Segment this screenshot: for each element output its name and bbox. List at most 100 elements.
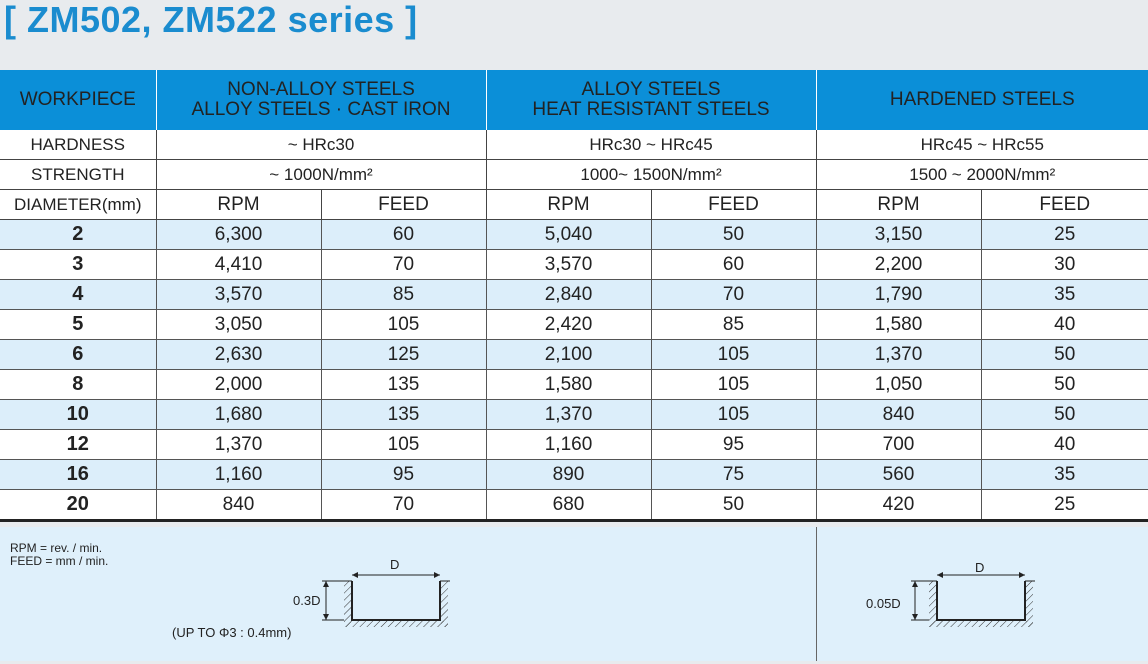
- rpm-cell: 1,370: [485, 399, 651, 430]
- rpm-cell: 1,050: [815, 369, 981, 400]
- feed-header: FEED: [320, 189, 486, 220]
- column-subheader-row: DIAMETER(mm) RPM FEED RPM FEED RPM FEED: [0, 189, 1148, 220]
- strength-label: STRENGTH: [0, 159, 156, 190]
- slot-diagram-left: [322, 572, 450, 627]
- rpm-cell: 2,630: [155, 339, 321, 370]
- feed-cell: 35: [980, 459, 1148, 490]
- rpm-cell: 3,570: [485, 249, 651, 280]
- rpm-cell: 3,570: [155, 279, 321, 310]
- feed-cell: 70: [320, 489, 486, 522]
- rpm-cell: 2,100: [485, 339, 651, 370]
- strength-value: 1500 ~ 2000N/mm²: [815, 159, 1148, 190]
- rpm-cell: 1,580: [485, 369, 651, 400]
- feed-cell: 135: [320, 369, 486, 400]
- strength-row: STRENGTH ~ 1000N/mm² 1000~ 1500N/mm² 150…: [0, 159, 1148, 190]
- diameter-label: DIAMETER(mm): [0, 189, 156, 220]
- table-row: 3 4,410 70 3,570 60 2,200 30: [0, 249, 1148, 280]
- feed-cell: 25: [980, 219, 1148, 250]
- strength-value: ~ 1000N/mm²: [155, 159, 486, 190]
- header-row: WORKPIECE NON-ALLOY STEELS ALLOY STEELS ·…: [0, 70, 1148, 130]
- table-row: 20 840 70 680 50 420 25: [0, 489, 1148, 522]
- depth-label-right: 0.05D: [866, 596, 901, 611]
- rpm-cell: 1,790: [815, 279, 981, 310]
- rpm-cell: 1,160: [485, 429, 651, 460]
- feed-cell: 50: [980, 399, 1148, 430]
- rpm-cell: 1,580: [815, 309, 981, 340]
- feed-cell: 105: [650, 399, 816, 430]
- feed-cell: 35: [980, 279, 1148, 310]
- feed-cell: 95: [320, 459, 486, 490]
- page-title: [ ZM502, ZM522 series ]: [4, 0, 418, 40]
- diameter-cell: 5: [0, 309, 156, 340]
- workpiece-header: WORKPIECE: [0, 70, 156, 130]
- hardness-value: HRc30 ~ HRc45: [485, 130, 816, 160]
- rpm-cell: 560: [815, 459, 981, 490]
- diameter-cell: 2: [0, 219, 156, 250]
- rpm-cell: 3,150: [815, 219, 981, 250]
- feed-cell: 125: [320, 339, 486, 370]
- feed-cell: 40: [980, 309, 1148, 340]
- rpm-cell: 700: [815, 429, 981, 460]
- rpm-cell: 1,370: [155, 429, 321, 460]
- rpm-cell: 2,200: [815, 249, 981, 280]
- feed-cell: 135: [320, 399, 486, 430]
- rpm-cell: 1,370: [815, 339, 981, 370]
- feed-header: FEED: [980, 189, 1148, 220]
- table-row: 5 3,050 105 2,420 85 1,580 40: [0, 309, 1148, 340]
- hardness-value: ~ HRc30: [155, 130, 486, 160]
- diameter-cell: 20: [0, 489, 156, 522]
- rpm-cell: 5,040: [485, 219, 651, 250]
- notes-panel: RPM = rev. / min. FEED = mm / min. D 0.3…: [0, 527, 1148, 661]
- rpm-header: RPM: [815, 189, 981, 220]
- depth-label-left: 0.3D: [293, 593, 321, 608]
- diameter-cell: 10: [0, 399, 156, 430]
- rpm-cell: 1,160: [155, 459, 321, 490]
- rpm-header: RPM: [155, 189, 321, 220]
- rpm-note: RPM = rev. / min.: [10, 541, 103, 555]
- diameter-cell: 8: [0, 369, 156, 400]
- group-header-2: ALLOY STEELS HEAT RESISTANT STEELS: [485, 70, 816, 130]
- group-header-3: HARDENED STEELS: [815, 70, 1148, 130]
- feed-cell: 30: [980, 249, 1148, 280]
- feed-cell: 70: [650, 279, 816, 310]
- feed-cell: 105: [320, 429, 486, 460]
- rpm-cell: 420: [815, 489, 981, 522]
- table-row: 2 6,300 60 5,040 50 3,150 25: [0, 219, 1148, 250]
- diameter-cell: 16: [0, 459, 156, 490]
- hardness-row: HARDNESS ~ HRc30 HRc30 ~ HRc45 HRc45 ~ H…: [0, 130, 1148, 160]
- rpm-cell: 2,000: [155, 369, 321, 400]
- group-header-1: NON-ALLOY STEELS ALLOY STEELS · CAST IRON: [155, 70, 486, 130]
- rpm-cell: 4,410: [155, 249, 321, 280]
- diameter-cell: 3: [0, 249, 156, 280]
- feed-cell: 60: [650, 249, 816, 280]
- rpm-cell: 840: [815, 399, 981, 430]
- feed-header: FEED: [650, 189, 816, 220]
- table-row: 6 2,630 125 2,100 105 1,370 50: [0, 339, 1148, 370]
- table-row: 8 2,000 135 1,580 105 1,050 50: [0, 369, 1148, 400]
- diameter-cell: 4: [0, 279, 156, 310]
- hardness-value: HRc45 ~ HRc55: [815, 130, 1148, 160]
- feed-cell: 50: [650, 489, 816, 522]
- table-row: 4 3,570 85 2,840 70 1,790 35: [0, 279, 1148, 310]
- feed-cell: 85: [650, 309, 816, 340]
- rpm-cell: 890: [485, 459, 651, 490]
- diameter-cell: 6: [0, 339, 156, 370]
- hardness-label: HARDNESS: [0, 130, 156, 160]
- slot-diagram-right: [911, 572, 1035, 627]
- feed-cell: 85: [320, 279, 486, 310]
- rpm-cell: 840: [155, 489, 321, 522]
- width-label-left: D: [390, 557, 400, 572]
- feed-cell: 40: [980, 429, 1148, 460]
- notes-divider: [816, 527, 817, 661]
- table-row: 10 1,680 135 1,370 105 840 50: [0, 399, 1148, 430]
- rpm-header: RPM: [485, 189, 651, 220]
- feed-cell: 60: [320, 219, 486, 250]
- rpm-cell: 2,840: [485, 279, 651, 310]
- feed-cell: 50: [650, 219, 816, 250]
- table-row: 16 1,160 95 890 75 560 35: [0, 459, 1148, 490]
- feed-cell: 75: [650, 459, 816, 490]
- feed-cell: 50: [980, 369, 1148, 400]
- rpm-cell: 680: [485, 489, 651, 522]
- feed-cell: 105: [650, 369, 816, 400]
- rpm-cell: 3,050: [155, 309, 321, 340]
